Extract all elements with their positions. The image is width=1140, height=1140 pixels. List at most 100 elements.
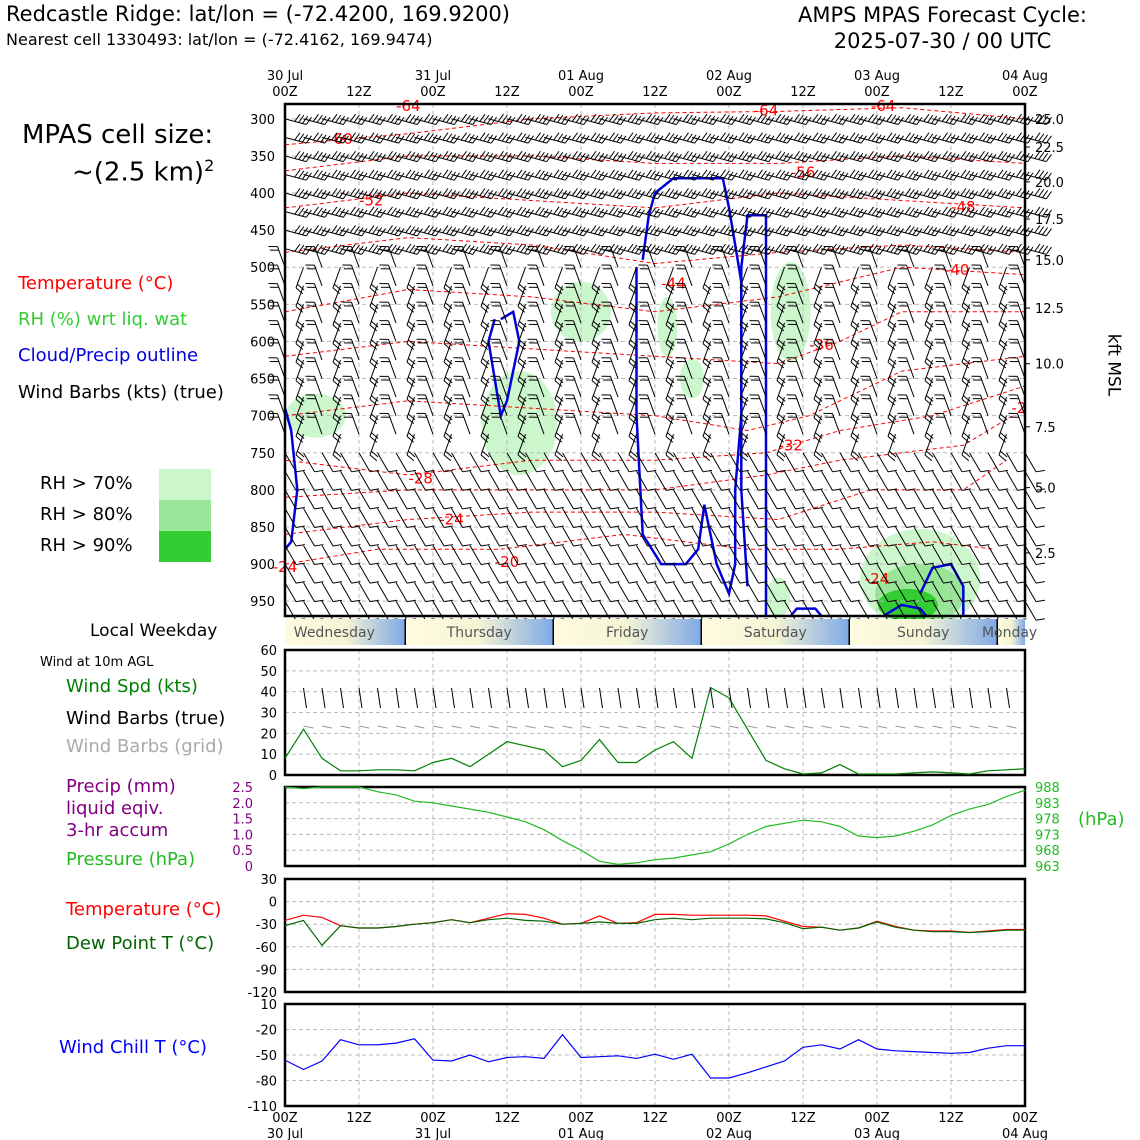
wind-barb-flag	[450, 190, 457, 199]
wind-barb-flag	[912, 190, 919, 199]
wind-barb-shaft	[321, 545, 334, 565]
wind-barb-shaft	[721, 320, 730, 342]
y-tick-label-pressure: 450	[250, 224, 275, 239]
wind-barb-flag	[1008, 209, 1015, 218]
wind-barb-flag	[742, 170, 749, 179]
wind-barb-shaft	[488, 471, 500, 491]
wind-barb-flag	[941, 132, 948, 141]
wind-barb-shaft	[451, 600, 463, 621]
wind-barb-flag	[1005, 190, 1012, 199]
wind-barb-flag	[998, 599, 1008, 603]
wind-barb-flag	[904, 169, 911, 178]
wind-barb-flag	[690, 208, 697, 217]
wind-barb-flag	[295, 306, 304, 313]
wind-barb-shaft	[284, 545, 297, 565]
wind-barb-flag	[516, 113, 523, 122]
wind-barb-shaft	[462, 302, 471, 324]
wind-barb-flag	[672, 134, 679, 143]
wind-barb-flag	[553, 206, 560, 215]
wind-barb-flag	[490, 135, 497, 144]
weekday-label: Friday	[606, 625, 648, 641]
wind-barbs-grid-legend: Wind Barbs (grid)	[66, 736, 224, 757]
wind-barb-flag	[768, 116, 775, 125]
wind-barb-flag	[657, 135, 664, 144]
wind-barb-flag	[704, 376, 712, 384]
wind-barb-flag	[702, 287, 711, 295]
wind-barb-flag	[897, 154, 904, 162]
wind10m-barb-true	[969, 687, 973, 709]
wind10m-barb-grid	[932, 725, 943, 729]
wind-barb-shaft	[414, 582, 426, 602]
wind-barb-flag	[294, 113, 301, 122]
wind-barb-flag	[542, 171, 549, 180]
wind-barb-shaft	[876, 582, 889, 602]
wind-barb-flag	[675, 209, 682, 218]
temperature-contour-label: -64	[871, 97, 896, 115]
wind-barb-flag	[561, 171, 568, 180]
wind-barb-flag	[949, 208, 956, 217]
wind-barb-flag	[857, 153, 864, 161]
wind-barb-flag	[906, 562, 916, 566]
wind-barb-flag	[1027, 191, 1034, 200]
wind-barb-flag	[554, 525, 564, 528]
wind-barb-flag	[805, 135, 812, 144]
wind-barb-flag	[423, 206, 430, 215]
wind-barb-flag	[394, 190, 401, 199]
wind-barb-flag	[516, 225, 523, 234]
wind-barb-flag	[480, 361, 489, 369]
wind-barb-shaft	[377, 452, 389, 473]
wind-barb-flag	[353, 133, 360, 142]
wind-barb-flag	[823, 191, 830, 200]
wind-barb-shaft	[636, 508, 648, 528]
wind-barb-flag	[805, 246, 812, 255]
wind-barb-flag	[793, 206, 800, 215]
wind-barb-flag	[971, 209, 978, 218]
pressure-legend: Pressure (hPa)	[66, 849, 196, 870]
wind-barb-flag	[961, 599, 971, 603]
wind-barb-flag	[334, 450, 342, 458]
wind-barb-shaft	[950, 471, 963, 491]
wind-barb-flag	[842, 154, 849, 162]
wind-barb-flag	[616, 227, 623, 236]
wind-barb-flag	[332, 544, 342, 547]
wind-barb-flag	[820, 245, 827, 254]
wind-barb-flag	[480, 544, 490, 547]
y-tick-label: -30	[256, 918, 277, 933]
wind-barb-shaft	[950, 563, 963, 584]
wind10m-barb-true	[321, 687, 326, 709]
wind-barb-flag	[443, 581, 453, 584]
wind-barb-flag	[501, 226, 508, 235]
wind-barb-flag	[904, 188, 911, 196]
wind-barb-flag	[990, 154, 997, 162]
wind-barb-flag	[702, 454, 711, 462]
wind-barb-flag	[890, 226, 897, 235]
wind-barb-flag	[934, 191, 941, 200]
wind-barb-flag	[1000, 376, 1008, 384]
wind-barb-flag	[739, 417, 748, 425]
wind-barb-flag	[628, 506, 638, 510]
wind-barb-flag	[353, 207, 360, 216]
wind-barb-flag	[536, 562, 546, 566]
wind-barb-shaft	[802, 545, 815, 565]
cell-size-label: MPAS cell size:	[22, 120, 214, 150]
legend-wind-barbs: Wind Barbs (kts) (true)	[18, 382, 224, 403]
wind-barb-flag	[923, 132, 930, 141]
wind-barb-flag	[406, 488, 416, 491]
wind-barb-flag	[460, 188, 467, 196]
wind-barb-flag	[554, 581, 564, 584]
wind-barb-flag	[462, 469, 472, 473]
wind-barb-shaft	[987, 563, 1000, 584]
right-tick-label-kft: 20.0	[1035, 176, 1064, 191]
wind-barb-flag	[1027, 228, 1034, 237]
wind-barb-shaft	[599, 471, 611, 491]
wind-barb-shaft	[599, 582, 611, 602]
wind10m-barb-grid	[414, 725, 425, 729]
wind-barb-flag	[372, 170, 379, 179]
wind-barb-flag	[945, 114, 952, 123]
wind-barb-flag	[982, 189, 989, 197]
wind10m-barb-grid	[358, 725, 370, 729]
wind-barb-flag	[561, 134, 568, 143]
wind-barb-flag	[408, 283, 416, 291]
wind10m-barb-grid	[654, 725, 666, 729]
wind-barb-shaft	[1024, 600, 1037, 621]
